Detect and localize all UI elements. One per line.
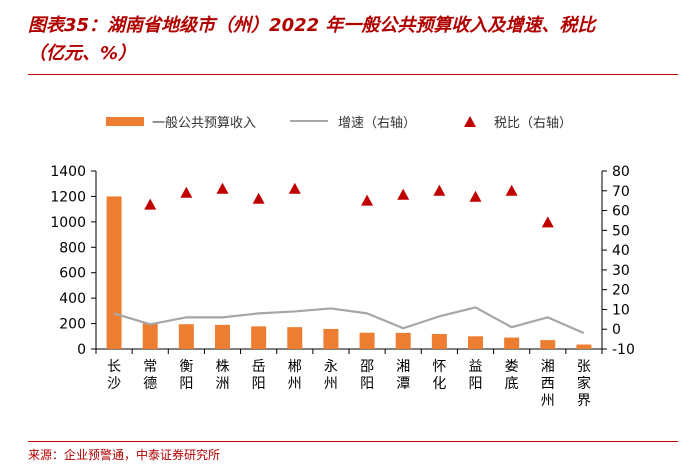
category-label-char: 长 <box>107 359 121 375</box>
category-label-char: 界 <box>577 393 591 409</box>
right-tick-label: 20 <box>612 283 630 299</box>
legend-triangle-swatch <box>464 115 477 127</box>
legend-line-swatch <box>290 120 329 122</box>
left-tick-label: 600 <box>59 266 86 282</box>
category-label-char: 州 <box>541 393 555 409</box>
bar-湘潭 <box>395 332 411 349</box>
category-label-char: 岳 <box>252 359 266 375</box>
source-note: 来源：企业预警通，中泰证券研究所 <box>28 448 221 462</box>
left-tick-label: 800 <box>59 240 86 256</box>
bar-郴州 <box>287 327 303 349</box>
category-label-char: 张 <box>577 359 591 375</box>
right-tick-label: 30 <box>612 263 630 279</box>
growth-line-series <box>113 306 585 335</box>
tax-ratio-marker-湘西州 <box>541 216 554 228</box>
bar-湘西州 <box>540 340 556 349</box>
right-tick-label: 10 <box>612 302 630 318</box>
tax-ratio-marker-株洲 <box>216 182 229 194</box>
tax-ratio-marker-岳阳 <box>252 192 265 204</box>
title-divider <box>28 74 678 75</box>
left-tick-label: 0 <box>77 342 86 358</box>
bar-怀化 <box>431 333 447 349</box>
category-label-char: 湘 <box>541 359 555 375</box>
right-tick-label: 40 <box>612 243 630 259</box>
right-tick-label: 80 <box>612 164 630 180</box>
tax-ratio-marker-益阳 <box>469 190 482 202</box>
category-label-char: 衡 <box>179 359 193 375</box>
category-label-char: 底 <box>505 376 519 392</box>
legend-item-bar: 一般公共预算收入 <box>106 112 256 131</box>
right-tick-label: 60 <box>612 204 630 220</box>
bar-益阳 <box>468 336 483 349</box>
chart-title-line1: 图表35：湖南省地级市（州）2022 年一般公共预算收入及增速、税比 <box>28 15 596 36</box>
bar-永州 <box>323 328 339 349</box>
category-label-char: 西 <box>541 376 555 392</box>
category-label-char: 湘 <box>396 359 410 375</box>
legend-item-line: 增速（右轴） <box>290 112 416 131</box>
left-tick-label: 400 <box>59 291 86 307</box>
category-label-char: 阳 <box>179 376 193 392</box>
category-label-char: 益 <box>469 359 483 375</box>
tick-labels: 0 200 400 600 800 1000 1200 1400 -10 0 10 20 30 40 50 6… <box>50 164 635 409</box>
left-tick-label: 1000 <box>50 215 86 231</box>
category-label-char: 阳 <box>252 376 266 392</box>
right-tick-label: 50 <box>612 223 630 239</box>
bar-series <box>106 196 592 349</box>
category-label-char: 株 <box>216 359 230 375</box>
legend-label-line: 增速（右轴） <box>338 115 417 131</box>
right-tick-label: -10 <box>612 342 635 358</box>
bar-岳阳 <box>251 326 267 349</box>
right-tick-label: 0 <box>612 322 621 338</box>
tax-ratio-marker-衡阳 <box>180 186 193 198</box>
legend-item-scatter: 税比（右轴） <box>450 112 572 131</box>
category-label-char: 永 <box>324 359 338 375</box>
growth-line <box>113 306 585 335</box>
chart-axes <box>91 170 607 354</box>
bar-长沙 <box>106 196 122 349</box>
bar-邵阳 <box>359 332 375 349</box>
category-label-char: 德 <box>143 376 157 392</box>
chart-title: 图表35：湖南省地级市（州）2022 年一般公共预算收入及增速、税比 （亿元、%… <box>28 12 688 68</box>
category-label-char: 郴 <box>288 359 302 375</box>
tax-ratio-marker-娄底 <box>505 184 518 196</box>
chart-title-line2: （亿元、%） <box>28 43 137 64</box>
tax-ratio-marker-邵阳 <box>361 194 374 206</box>
tax-ratio-marker-怀化 <box>433 184 446 196</box>
category-label-char: 娄 <box>505 359 519 375</box>
category-label-char: 州 <box>324 376 338 392</box>
tax-ratio-series <box>144 182 554 228</box>
footer-divider <box>28 441 678 442</box>
chart-legend: 一般公共预算收入 增速（右轴） 税比（右轴） <box>106 111 606 131</box>
category-label-char: 家 <box>577 375 591 392</box>
category-label-char: 化 <box>432 376 446 392</box>
category-label-char: 潭 <box>396 375 410 392</box>
category-label-char: 阳 <box>360 376 374 392</box>
legend-label-bar: 一般公共预算收入 <box>152 115 257 131</box>
left-tick-label: 1200 <box>50 189 86 205</box>
legend-label-scatter: 税比（右轴） <box>494 115 573 131</box>
legend-bar-swatch <box>106 116 144 126</box>
bar-常德 <box>142 323 158 349</box>
bar-株洲 <box>215 324 230 349</box>
category-label-char: 常 <box>143 359 157 375</box>
category-label-char: 怀 <box>432 359 446 375</box>
tax-ratio-marker-常德 <box>144 198 157 210</box>
category-label-char: 阳 <box>469 376 483 392</box>
tax-ratio-marker-湘潭 <box>397 188 410 200</box>
category-label-char: 洲 <box>216 376 230 392</box>
category-label-char: 邵 <box>360 359 374 375</box>
category-label-char: 州 <box>288 376 302 392</box>
bar-衡阳 <box>178 324 194 349</box>
bar-张家界 <box>576 344 592 349</box>
right-tick-label: 70 <box>612 184 630 200</box>
tax-ratio-marker-郴州 <box>288 182 301 194</box>
category-label-char: 沙 <box>107 376 121 392</box>
left-tick-label: 1400 <box>50 164 86 180</box>
bar-娄底 <box>504 337 520 349</box>
chart-plot: 0 200 400 600 800 1000 1200 1400 -10 0 10 20 30 40 50 6… <box>50 164 635 409</box>
left-tick-label: 200 <box>59 317 86 333</box>
